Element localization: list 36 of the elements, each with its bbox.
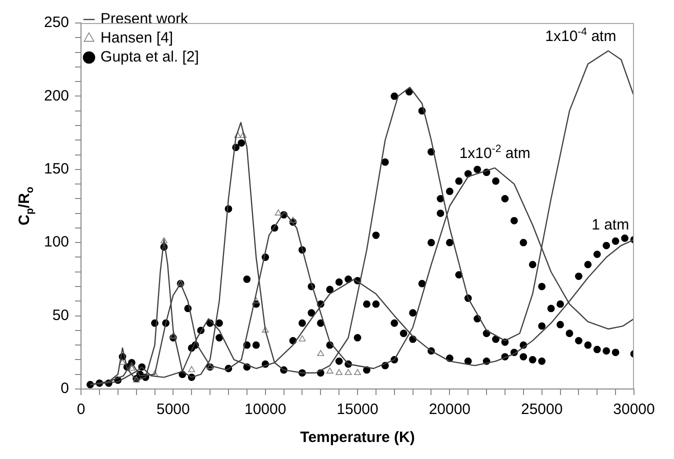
x-tick-label: 20000 bbox=[428, 401, 471, 418]
point bbox=[252, 297, 260, 304]
y-tick-label: 250 bbox=[44, 14, 70, 32]
y-tick-label: 150 bbox=[44, 160, 70, 178]
point bbox=[336, 368, 343, 376]
y-tick-label: 50 bbox=[52, 306, 70, 324]
point bbox=[160, 237, 168, 244]
legend-label: Hansen [4] bbox=[100, 30, 174, 47]
y-axis-title: Cp/Ro bbox=[16, 186, 36, 226]
point bbox=[151, 370, 158, 377]
point bbox=[240, 132, 247, 138]
legend-label: Gupta et al. [2] bbox=[100, 48, 199, 66]
x-tick-label: 10000 bbox=[244, 401, 286, 418]
y-tick-label: 200 bbox=[44, 87, 70, 104]
point bbox=[170, 332, 177, 338]
y-tick-label: 100 bbox=[44, 234, 70, 251]
point bbox=[317, 350, 324, 356]
point bbox=[128, 364, 136, 371]
point bbox=[262, 326, 269, 333]
x-tick-label: 15000 bbox=[336, 401, 378, 418]
point bbox=[354, 368, 361, 376]
point bbox=[188, 366, 196, 372]
point bbox=[119, 358, 126, 365]
x-tick-label: 5000 bbox=[156, 401, 190, 418]
x-tick-label: 0 bbox=[76, 401, 86, 418]
x-axis-title: Temperature (K) bbox=[300, 429, 415, 446]
point bbox=[298, 335, 306, 342]
x-tick-label: 30000 bbox=[613, 401, 655, 418]
point bbox=[274, 209, 282, 216]
x-tick-label: 25000 bbox=[520, 401, 563, 418]
point bbox=[344, 368, 352, 376]
y-tick-label: 0 bbox=[60, 380, 70, 398]
point bbox=[326, 368, 334, 374]
annotation: 1 atm bbox=[592, 216, 630, 234]
point bbox=[290, 216, 296, 223]
point bbox=[234, 132, 242, 138]
